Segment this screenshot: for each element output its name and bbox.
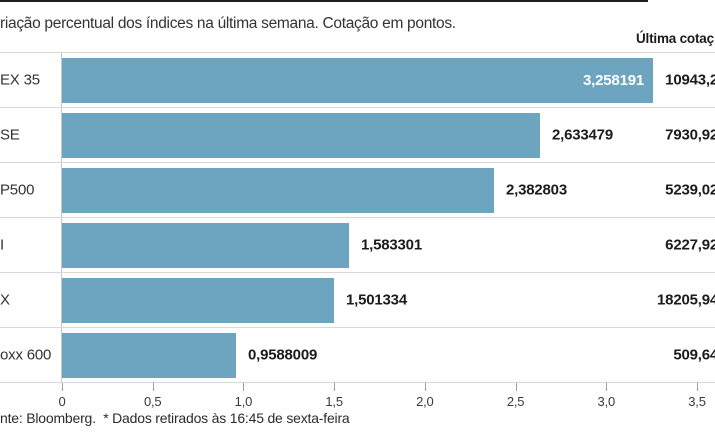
x-axis-tick [697,383,698,391]
value-bar: 3,258191 [62,58,653,103]
index-label: X [0,291,10,309]
last-quote-value: 509,64 [673,346,715,364]
x-axis-tick [606,383,608,391]
top-rule [0,0,648,2]
chart-title: riação percentual dos índices na última … [0,15,456,32]
index-label: EX 35 [0,71,40,89]
x-axis-tick [152,383,154,391]
chart-row: I 1,583301 6227,92 [0,217,715,272]
bar-value-label: 2,382803 [506,181,567,199]
index-label: P500 [0,181,35,199]
chart-row: P500 2,382803 5239,02 [0,162,715,217]
last-quote-value: 5239,02 [665,181,715,199]
x-axis-tick [334,383,336,391]
bar-value-label: 2,633479 [552,126,613,144]
source-note: nte: Bloomberg. * Dados retirados às 16:… [0,410,350,426]
last-quote-value: 18205,94 [657,291,715,309]
last-quote-column-header: Última cotaç [636,31,714,46]
last-quote-value: 10943,2 [665,71,715,89]
value-bar [62,333,236,378]
value-bar [62,278,334,323]
chart-row: EX 35 3,258191 10943,2 [0,52,715,107]
x-axis-tick-label: 1,5 [325,394,343,409]
bars-area: EX 35 3,258191 10943,2 SE 2,633479 7930,92 P50… [0,52,715,382]
index-label: oxx 600 [0,346,52,364]
x-axis-tick [243,383,245,391]
x-axis: 0 0,5 1,0 1,5 2,0 2,5 3,0 3,5 [0,382,715,410]
x-axis-tick [424,383,426,391]
x-axis-tick-label: 0,5 [143,394,162,409]
x-axis-tick-label: 2,0 [416,394,434,409]
x-axis-tick-label: 1,0 [234,394,253,409]
index-label: SE [0,126,20,144]
bar-value-label: 0,9588009 [248,346,318,364]
value-bar [62,113,540,158]
bar-value-label: 1,501334 [346,291,407,309]
chart-row: X 1,501334 18205,94 [0,272,715,327]
chart-row: SE 2,633479 7930,92 [0,107,715,162]
index-label: I [0,236,4,254]
x-axis-tick [62,383,63,391]
last-quote-value: 7930,92 [665,126,715,144]
x-axis-tick-label: 3,0 [597,394,616,409]
value-bar [62,168,494,213]
last-quote-value: 6227,92 [665,236,715,254]
value-bar [62,223,349,268]
bar-value-label: 3,258191 [583,72,644,89]
x-axis-tick-label: 3,5 [688,394,706,409]
x-axis-tick-label: 2,5 [506,394,525,409]
bar-value-label: 1,583301 [361,236,422,254]
chart-row: oxx 600 0,9588009 509,64 [0,327,715,382]
x-axis-tick [515,383,517,391]
x-axis-tick-label: 0 [58,394,66,409]
